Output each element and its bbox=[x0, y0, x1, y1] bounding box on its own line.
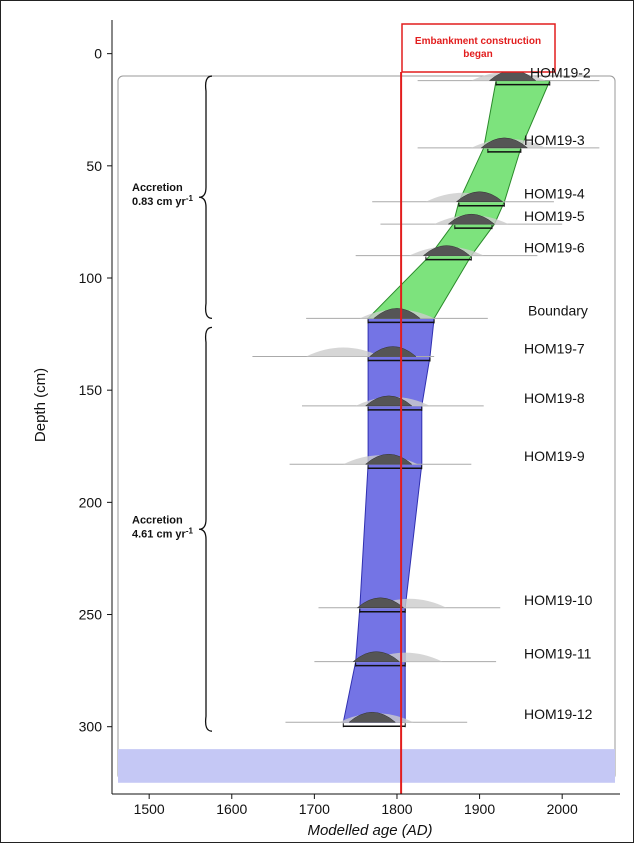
posterior-distribution bbox=[480, 137, 529, 149]
prior-distribution bbox=[306, 347, 381, 357]
y-tick-label: 100 bbox=[79, 270, 103, 286]
sample-group-10 bbox=[314, 651, 497, 667]
x-tick-label: 1900 bbox=[464, 801, 495, 817]
sample-label: HOM19-10 bbox=[524, 592, 593, 608]
sample-group-1 bbox=[417, 137, 600, 153]
annotation-box bbox=[401, 23, 556, 73]
y-tick-label: 0 bbox=[94, 46, 102, 62]
posterior-distribution bbox=[447, 213, 496, 225]
posterior-distribution bbox=[369, 346, 417, 357]
sample-label: HOM19-3 bbox=[524, 132, 585, 148]
sample-label: HOM19-9 bbox=[524, 448, 585, 464]
x-tick-label: 1600 bbox=[216, 801, 247, 817]
axes bbox=[107, 20, 620, 799]
posterior-distribution bbox=[422, 245, 471, 256]
y-tick-label: 250 bbox=[79, 607, 103, 623]
y-tick-label: 50 bbox=[86, 158, 102, 174]
x-tick-label: 1500 bbox=[134, 801, 165, 817]
sample-label: HOM19-7 bbox=[524, 341, 585, 357]
accretion-rate: 4.61 cm yr-1 bbox=[132, 526, 193, 540]
sample-group-0 bbox=[417, 70, 600, 86]
accretion-rate-exponent: -1 bbox=[186, 194, 194, 203]
posterior-distribution bbox=[352, 651, 401, 662]
posterior-distribution bbox=[455, 191, 504, 202]
sample-group-6 bbox=[252, 346, 435, 362]
sample-label: HOM19-12 bbox=[524, 706, 593, 722]
annotation-line: began bbox=[463, 49, 492, 60]
posterior-distribution bbox=[348, 711, 396, 723]
sample-group-11 bbox=[285, 711, 468, 728]
basal-band bbox=[118, 749, 615, 783]
annotation-line: Embankment construction bbox=[415, 36, 541, 47]
y-tick-label: 150 bbox=[79, 382, 103, 398]
y-tick-label: 300 bbox=[79, 719, 103, 735]
sample-group-5 bbox=[306, 308, 488, 324]
y-axis-label: Depth (cm) bbox=[32, 368, 49, 442]
sample-label: HOM19-6 bbox=[524, 240, 585, 256]
accretion-label: Accretion bbox=[132, 182, 183, 194]
sample-label: HOM19-8 bbox=[524, 390, 585, 406]
accretion-rate: 0.83 cm yr-1 bbox=[132, 194, 193, 208]
accretion-brace-0 bbox=[198, 75, 213, 320]
accretion-label: Accretion bbox=[132, 514, 183, 526]
sample-label: Boundary bbox=[528, 302, 588, 318]
annotation-text: Embankment construction began bbox=[415, 36, 541, 60]
x-tick-label: 2000 bbox=[547, 801, 578, 817]
x-tick-label: 1800 bbox=[381, 801, 412, 817]
posterior-distribution bbox=[356, 597, 405, 609]
sample-group-3 bbox=[380, 213, 563, 230]
sample-label: HOM19-5 bbox=[524, 208, 585, 224]
sample-group-2 bbox=[372, 191, 554, 207]
x-axis-label: Modelled age (AD) bbox=[307, 822, 432, 839]
sample-label: HOM19-2 bbox=[530, 65, 591, 81]
sample-label: HOM19-4 bbox=[524, 186, 585, 202]
text-layer: Modelled age (AD) Depth (cm) Embankment … bbox=[32, 36, 593, 839]
sample-group-9 bbox=[318, 597, 501, 613]
sample-label: HOM19-11 bbox=[524, 646, 592, 662]
accretion-brace-1 bbox=[198, 326, 213, 732]
plot-area bbox=[117, 23, 616, 794]
posterior-distribution bbox=[373, 308, 421, 319]
x-tick-label: 1700 bbox=[299, 801, 330, 817]
sample-group-4 bbox=[355, 245, 538, 261]
y-tick-label: 200 bbox=[79, 494, 103, 510]
accretion-rate-exponent: -1 bbox=[186, 526, 194, 535]
